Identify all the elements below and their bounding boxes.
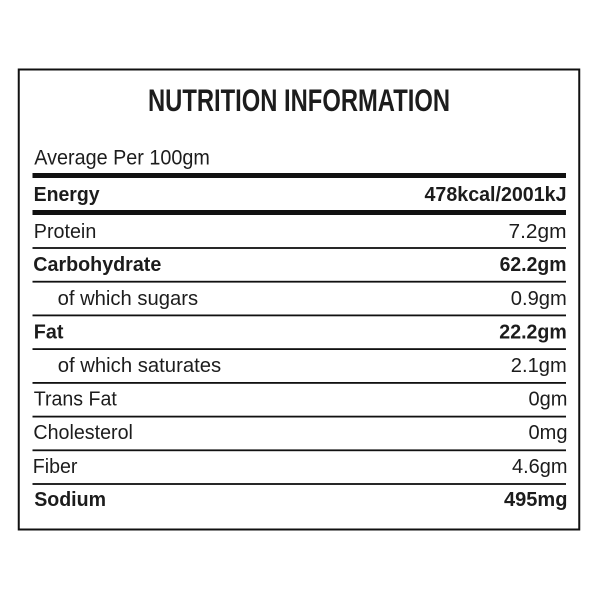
svg-text:2.1gm: 2.1gm	[511, 354, 567, 377]
svg-text:7.2gm: 7.2gm	[509, 220, 567, 243]
svg-text:Energy: Energy	[34, 183, 101, 206]
svg-text:Average Per 100gm: Average Per 100gm	[34, 146, 210, 169]
svg-text:22.2gm: 22.2gm	[499, 320, 567, 343]
svg-text:0mg: 0mg	[529, 421, 568, 444]
svg-text:Carbohydrate: Carbohydrate	[33, 253, 161, 276]
svg-text:Cholesterol: Cholesterol	[33, 421, 132, 444]
svg-text:Protein: Protein	[34, 220, 97, 243]
svg-text:Trans Fat: Trans Fat	[34, 387, 117, 410]
svg-text:of which sugars: of which sugars	[58, 287, 199, 310]
svg-text:4.6gm: 4.6gm	[512, 455, 568, 478]
svg-text:Sodium: Sodium	[34, 488, 106, 511]
svg-text:NUTRITION INFORMATION: NUTRITION INFORMATION	[148, 82, 450, 118]
svg-text:0gm: 0gm	[529, 387, 568, 410]
svg-text:495mg: 495mg	[504, 488, 568, 511]
svg-text:62.2gm: 62.2gm	[500, 253, 567, 276]
svg-text:of which saturates: of which saturates	[58, 354, 222, 377]
svg-text:0.9gm: 0.9gm	[511, 287, 567, 310]
svg-text:Fat: Fat	[34, 320, 64, 343]
svg-text:478kcal/2001kJ: 478kcal/2001kJ	[425, 183, 567, 206]
svg-text:Fiber: Fiber	[33, 455, 78, 478]
